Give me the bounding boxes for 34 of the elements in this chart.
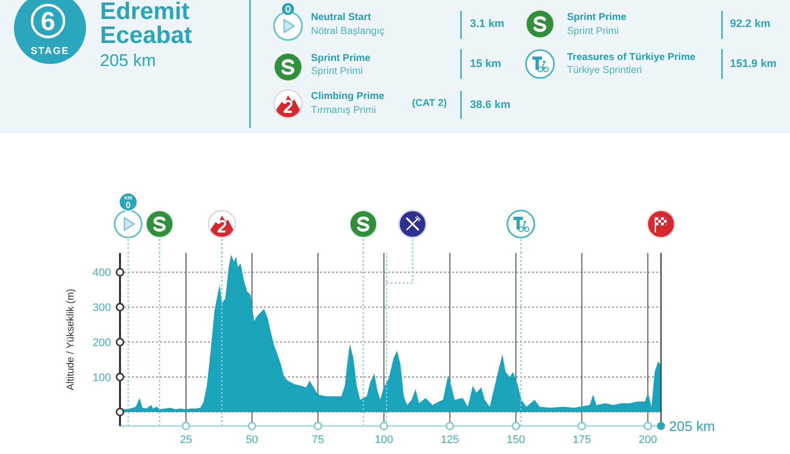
text: Sprint Prime: [567, 12, 626, 24]
x-tick-label: 25: [180, 434, 192, 446]
y-tick-label: 400: [92, 267, 111, 280]
text: 6: [40, 6, 56, 36]
y-tick-label: 300: [92, 302, 111, 314]
y-tick-label: 200: [92, 337, 111, 350]
text: 151.9 km: [730, 58, 776, 70]
text: Sprint Primi: [567, 26, 619, 38]
y-axis-title: Altitude / Yükseklik (m): [66, 288, 77, 390]
x-tick-label: 50: [246, 434, 258, 446]
text: 92.2 km: [730, 18, 770, 30]
text: 205 km: [100, 51, 156, 71]
x-tick-label: 75: [312, 434, 324, 446]
y-tick-label: 100: [92, 372, 111, 384]
text: 205 km: [669, 417, 715, 435]
text: Treasures of Türkiye Prime: [567, 52, 696, 64]
x-tick-label: 200: [638, 434, 657, 446]
text: Türkiye Sprintleri: [567, 65, 642, 77]
text: Sprint Primi: [311, 66, 363, 78]
x-tick-label: 175: [572, 434, 592, 446]
x-tick-label: 100: [374, 434, 394, 446]
text: 15 km: [470, 58, 502, 70]
text: STAGE: [30, 46, 70, 58]
text: Edremit Eceabat: [100, 0, 194, 49]
text: Tırmanış Primi: [311, 105, 376, 117]
text: 38.6 km: [470, 98, 510, 112]
text: Nötral Başlangıç: [311, 26, 384, 38]
text: Sprint Prime: [311, 53, 370, 65]
text: 3.1 km: [470, 18, 504, 30]
text: (CAT 2): [412, 98, 447, 110]
x-tick-label: 125: [440, 434, 460, 446]
text: Neutral Start: [311, 12, 372, 24]
x-tick-label: 150: [506, 434, 526, 446]
text: Climbing Prime: [311, 91, 384, 103]
